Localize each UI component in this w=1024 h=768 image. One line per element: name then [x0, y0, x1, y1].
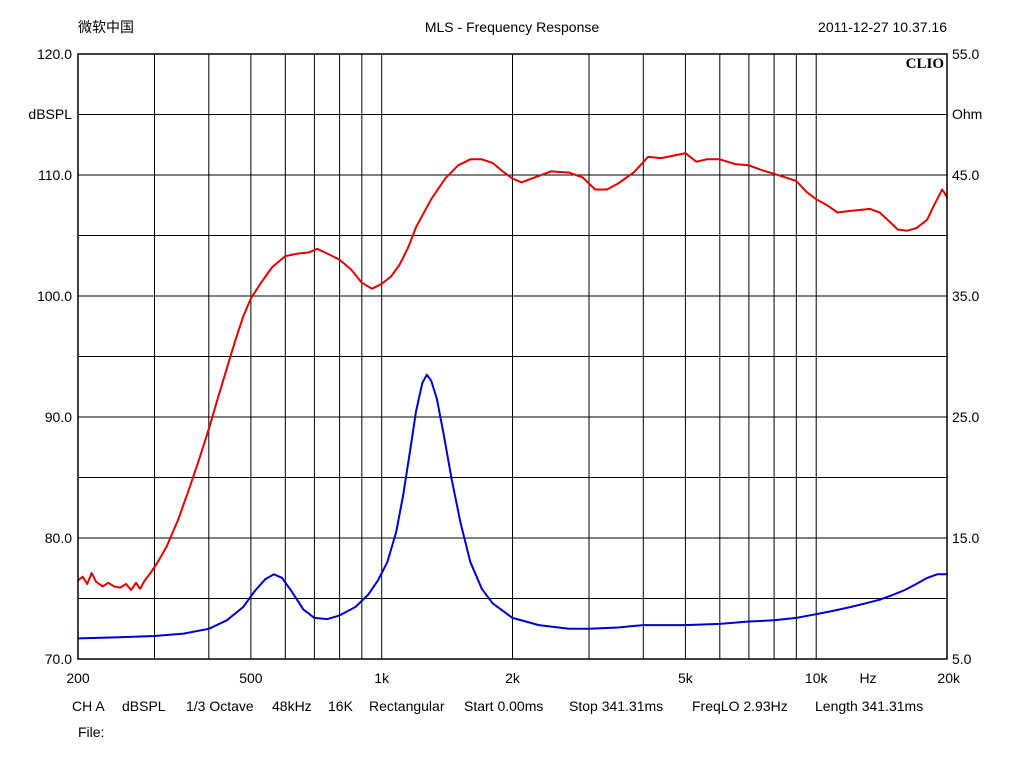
x-tick-label: 5k [678, 670, 694, 686]
right-tick-label: 45.0 [952, 167, 979, 183]
x-tick-label: 1k [374, 670, 390, 686]
chart-title: MLS - Frequency Response [425, 19, 600, 35]
x-tick-label: 500 [239, 670, 263, 686]
x-axis-ticks: 200 500 1k 2k 5k 10k 20k [66, 670, 961, 686]
left-axis-label: dBSPL [28, 106, 72, 122]
x-tick-label: 10k [805, 670, 829, 686]
right-tick-label: 55.0 [952, 46, 979, 62]
footer-smoothing: 1/3 Octave [186, 698, 254, 714]
footer-freqlo: FreqLO 2.93Hz [692, 698, 788, 714]
left-tick-label: 100.0 [37, 288, 72, 304]
footer-channel: CH A [72, 698, 105, 714]
app-name: 微软中国 [78, 19, 134, 35]
clio-brand-logo: CLIO [906, 56, 944, 72]
x-tick-label: 200 [66, 670, 90, 686]
footer-size: 16K [328, 698, 354, 714]
left-tick-label: 90.0 [45, 409, 72, 425]
right-axis-ticks: 5.0 15.0 25.0 35.0 45.0 55.0 [952, 46, 979, 667]
footer-window: Rectangular [369, 698, 445, 714]
left-tick-label: 70.0 [45, 651, 72, 667]
left-tick-label: 110.0 [38, 167, 72, 183]
right-axis-label: Ohm [952, 106, 982, 122]
series-layer [77, 152, 948, 640]
footer-stop: Stop 341.31ms [569, 698, 663, 714]
plot-frame [77, 53, 948, 660]
left-tick-label: 80.0 [45, 530, 72, 546]
right-tick-label: 5.0 [952, 651, 972, 667]
impedance-curve [77, 373, 948, 640]
left-axis-ticks: 70.0 80.0 90.0 100.0 110.0 120.0 [37, 46, 72, 667]
x-tick-label: 2k [505, 670, 521, 686]
footer-start: Start 0.00ms [464, 698, 543, 714]
timestamp: 2011-12-27 10.37.16 [818, 19, 947, 35]
grid [78, 54, 947, 659]
right-tick-label: 15.0 [952, 530, 979, 546]
footer-length: Length 341.31ms [815, 698, 923, 714]
footer-file-label: File: [78, 724, 104, 740]
right-tick-label: 35.0 [952, 288, 979, 304]
x-tick-label: 20k [937, 670, 961, 686]
spl-curve [77, 152, 948, 591]
left-tick-label: 120.0 [37, 46, 72, 62]
footer-unit: dBSPL [122, 698, 166, 714]
right-tick-label: 25.0 [952, 409, 979, 425]
footer-sample-rate: 48kHz [272, 698, 312, 714]
x-axis-unit-label: Hz [859, 670, 876, 686]
